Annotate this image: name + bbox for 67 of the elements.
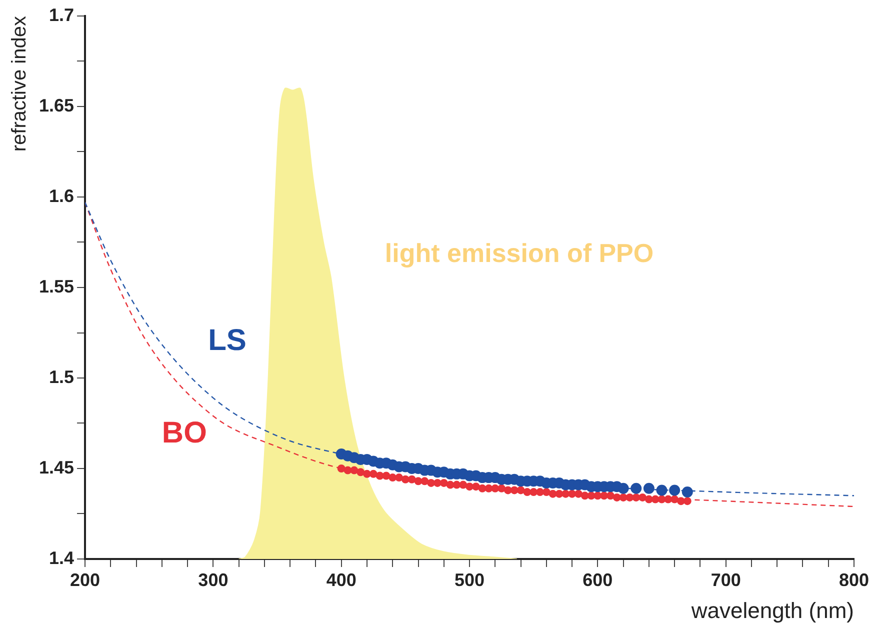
point — [580, 492, 589, 500]
point — [630, 482, 642, 494]
point — [369, 470, 378, 478]
point — [498, 484, 506, 492]
point — [536, 488, 544, 496]
point — [337, 464, 346, 472]
text: BO — [162, 416, 207, 450]
point — [440, 478, 448, 487]
y-axis-title: refractive index — [8, 16, 31, 152]
point — [420, 477, 429, 486]
x-tick-label: 500 — [454, 570, 485, 590]
point — [516, 486, 525, 494]
point — [408, 475, 416, 484]
point — [504, 486, 512, 494]
point — [683, 497, 692, 506]
point — [682, 486, 693, 498]
y-tick-label: 1.7 — [49, 4, 74, 25]
point — [484, 484, 493, 492]
point — [362, 470, 371, 478]
point — [427, 478, 436, 487]
x-tick-label: 700 — [710, 570, 741, 590]
point — [478, 484, 486, 492]
x-tick-label: 400 — [326, 570, 356, 590]
point — [606, 492, 614, 500]
point — [574, 490, 582, 498]
point — [612, 493, 621, 502]
y-tick-label: 1.65 — [38, 95, 74, 116]
x-tick-label: 200 — [70, 570, 100, 590]
y-tick-label: 1.5 — [49, 366, 74, 387]
point — [548, 490, 557, 498]
point — [626, 493, 634, 502]
point — [510, 486, 518, 494]
text: LS — [208, 324, 246, 358]
y-tick-label: 1.4 — [49, 548, 74, 568]
y-tick-label: 1.6 — [49, 186, 74, 206]
point — [388, 474, 397, 482]
point — [491, 484, 500, 492]
point — [530, 488, 538, 496]
point — [542, 488, 550, 496]
point — [670, 495, 679, 504]
point — [638, 493, 647, 502]
point — [658, 495, 666, 504]
point — [644, 495, 653, 504]
point — [433, 478, 442, 487]
y-tick-label: 1.55 — [38, 276, 74, 296]
point — [466, 482, 474, 491]
point — [643, 482, 654, 494]
point — [382, 472, 390, 480]
x-axis-title: wavelength (nm) — [690, 598, 854, 623]
x-tick-label: 600 — [582, 570, 613, 590]
annotation: light emission of PPO — [384, 238, 654, 268]
point — [395, 474, 404, 482]
point — [669, 484, 680, 496]
point — [656, 484, 668, 496]
point — [401, 475, 410, 484]
x-tick-label: 800 — [838, 570, 870, 590]
point — [459, 480, 468, 489]
point — [376, 472, 384, 480]
point — [523, 488, 532, 496]
point — [676, 497, 685, 506]
point — [356, 468, 365, 476]
y-tick-label: 1.45 — [38, 457, 74, 478]
point — [472, 482, 480, 491]
point — [350, 466, 358, 474]
point — [446, 480, 454, 489]
point — [618, 482, 629, 494]
x-tick-label: 300 — [198, 570, 228, 590]
